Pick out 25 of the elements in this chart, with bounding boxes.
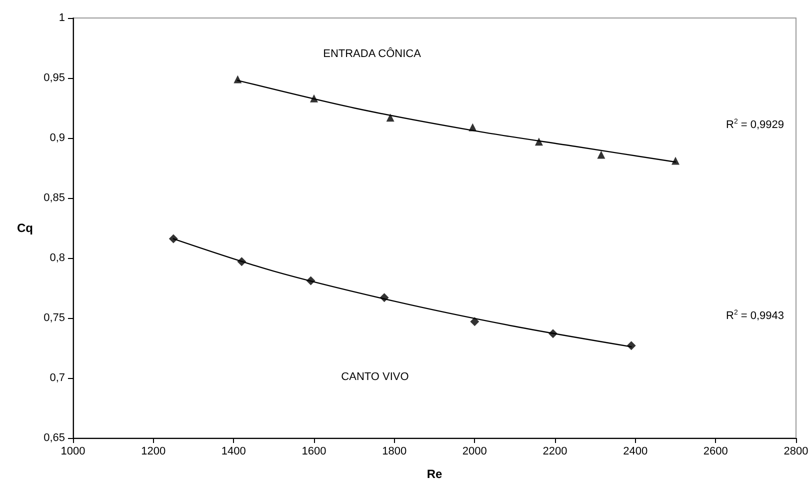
annotation: ENTRADA CÔNICA xyxy=(323,47,422,60)
x-tick-label: 2800 xyxy=(784,446,808,458)
point xyxy=(597,150,606,159)
y-tick-label: 0,95 xyxy=(44,72,65,84)
y-tick-label: 0,75 xyxy=(44,312,65,324)
x-tick-label: 2200 xyxy=(542,446,568,458)
x-tick-label: 1200 xyxy=(141,446,166,458)
annotation: CANTO VIVO xyxy=(341,371,410,383)
point xyxy=(470,317,480,326)
x-tick-label: 1600 xyxy=(302,446,326,458)
y-tick-label: 0,65 xyxy=(44,432,65,444)
x-tick-label: 2000 xyxy=(462,446,487,458)
y-tick-label: 0,85 xyxy=(44,192,65,204)
point xyxy=(386,114,394,122)
y-tick-label: 1 xyxy=(58,12,65,24)
y-axis-title: Cq xyxy=(17,221,33,235)
x-tick-label: 2400 xyxy=(623,446,648,458)
y-tick-label: 0,8 xyxy=(50,252,65,264)
x-tick-label: 1400 xyxy=(221,446,246,458)
x-axis-title: Re xyxy=(426,467,442,481)
x-tick-label: 1800 xyxy=(382,446,407,458)
x-tick-label: 2600 xyxy=(703,446,728,458)
x-tick-label: 1000 xyxy=(60,446,86,458)
y-tick-label: 0,9 xyxy=(50,132,65,144)
y-tick-label: 0,7 xyxy=(50,372,65,384)
